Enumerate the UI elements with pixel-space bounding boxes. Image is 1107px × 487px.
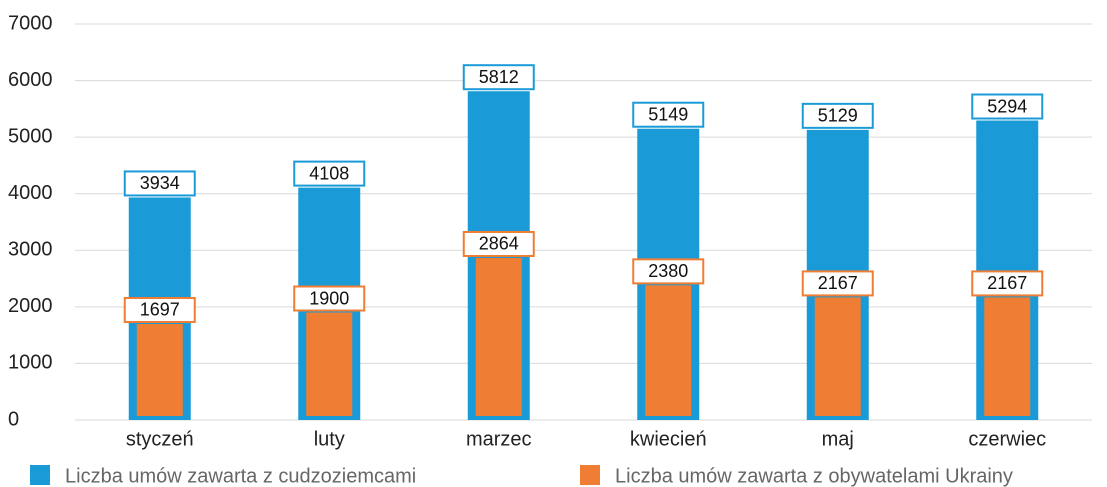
data-label-box — [293, 160, 366, 187]
data-label-box — [123, 170, 196, 197]
data-label-box — [462, 230, 535, 257]
x-tick-label: kwiecień — [630, 428, 707, 450]
data-label: 2167 — [987, 273, 1027, 293]
x-tick-label: styczeń — [126, 428, 194, 450]
data-label: 3934 — [140, 173, 180, 193]
data-label-box — [293, 285, 366, 312]
bar — [645, 285, 692, 416]
y-tick-label: 6000 — [8, 69, 53, 91]
data-label: 5812 — [479, 67, 519, 87]
data-label-box — [801, 102, 874, 129]
x-tick-label: luty — [314, 428, 345, 450]
data-label: 4108 — [309, 163, 349, 183]
data-label-box — [632, 258, 705, 285]
bar — [475, 257, 522, 416]
y-tick-label: 2000 — [8, 295, 53, 317]
bar — [814, 297, 861, 416]
x-tick-label: marzec — [466, 428, 532, 450]
data-label: 5294 — [987, 96, 1027, 116]
legend-swatch — [580, 465, 600, 485]
data-label-box — [801, 270, 874, 297]
data-label: 2380 — [648, 261, 688, 281]
x-tick-label: czerwiec — [968, 428, 1046, 450]
y-tick-label: 3000 — [8, 239, 53, 261]
data-label: 5129 — [818, 106, 858, 126]
data-label: 2864 — [479, 234, 519, 254]
bar — [306, 312, 353, 416]
data-label: 5149 — [648, 104, 688, 124]
data-label: 1900 — [309, 288, 349, 308]
data-label-box — [971, 93, 1044, 120]
data-label-box — [632, 101, 705, 128]
x-tick-label: maj — [822, 428, 854, 450]
bar — [984, 297, 1031, 416]
bar — [136, 323, 183, 416]
data-label-box — [123, 296, 196, 323]
legend-label: Liczba umów zawarta z obywatelami Ukrain… — [615, 465, 1013, 487]
data-label: 2167 — [818, 273, 858, 293]
data-label-box — [462, 64, 535, 91]
y-tick-label: 4000 — [8, 182, 53, 204]
y-tick-label: 5000 — [8, 125, 53, 147]
y-tick-label: 1000 — [8, 352, 53, 374]
legend-label: Liczba umów zawarta z cudzoziemcami — [65, 465, 416, 487]
legend-swatch — [30, 465, 50, 485]
data-label-box — [971, 270, 1044, 297]
data-label: 1697 — [140, 300, 180, 320]
y-tick-label: 0 — [8, 408, 19, 430]
y-tick-label: 7000 — [8, 12, 53, 34]
